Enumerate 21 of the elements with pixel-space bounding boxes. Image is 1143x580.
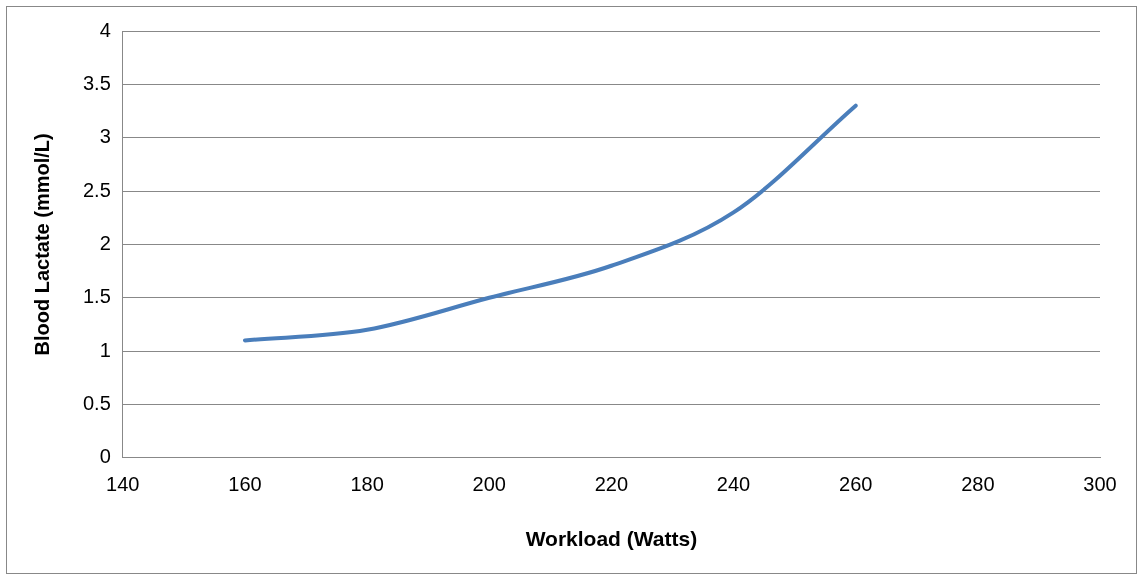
y-tick-label: 3 bbox=[99, 125, 111, 148]
y-axis-title: Blood Lactate (mmol/L) bbox=[30, 133, 53, 356]
x-tick-label: 280 bbox=[961, 473, 995, 496]
y-tick-label: 2.5 bbox=[82, 178, 111, 201]
y-tick-label: 1 bbox=[99, 338, 111, 361]
y-tick-label: 1.5 bbox=[82, 285, 111, 308]
x-tick-label: 200 bbox=[472, 473, 506, 496]
x-tick-label: 240 bbox=[716, 473, 751, 496]
y-tick-label: 0 bbox=[99, 445, 111, 468]
line-series bbox=[242, 103, 858, 343]
x-tick-label: 180 bbox=[350, 473, 384, 496]
x-axis-title: Workload (Watts) bbox=[525, 527, 698, 551]
y-tick-label: 4 bbox=[99, 18, 111, 41]
x-tick-label: 300 bbox=[1083, 473, 1117, 496]
x-tick-label: 260 bbox=[839, 473, 873, 496]
y-tick-label: 2 bbox=[99, 231, 111, 254]
x-tick-label: 160 bbox=[228, 473, 262, 496]
y-tick-label: 0.5 bbox=[82, 391, 111, 414]
y-tick-label: 3.5 bbox=[82, 71, 111, 94]
x-tick-label: 220 bbox=[594, 473, 629, 496]
x-tick-label: 140 bbox=[106, 473, 140, 496]
